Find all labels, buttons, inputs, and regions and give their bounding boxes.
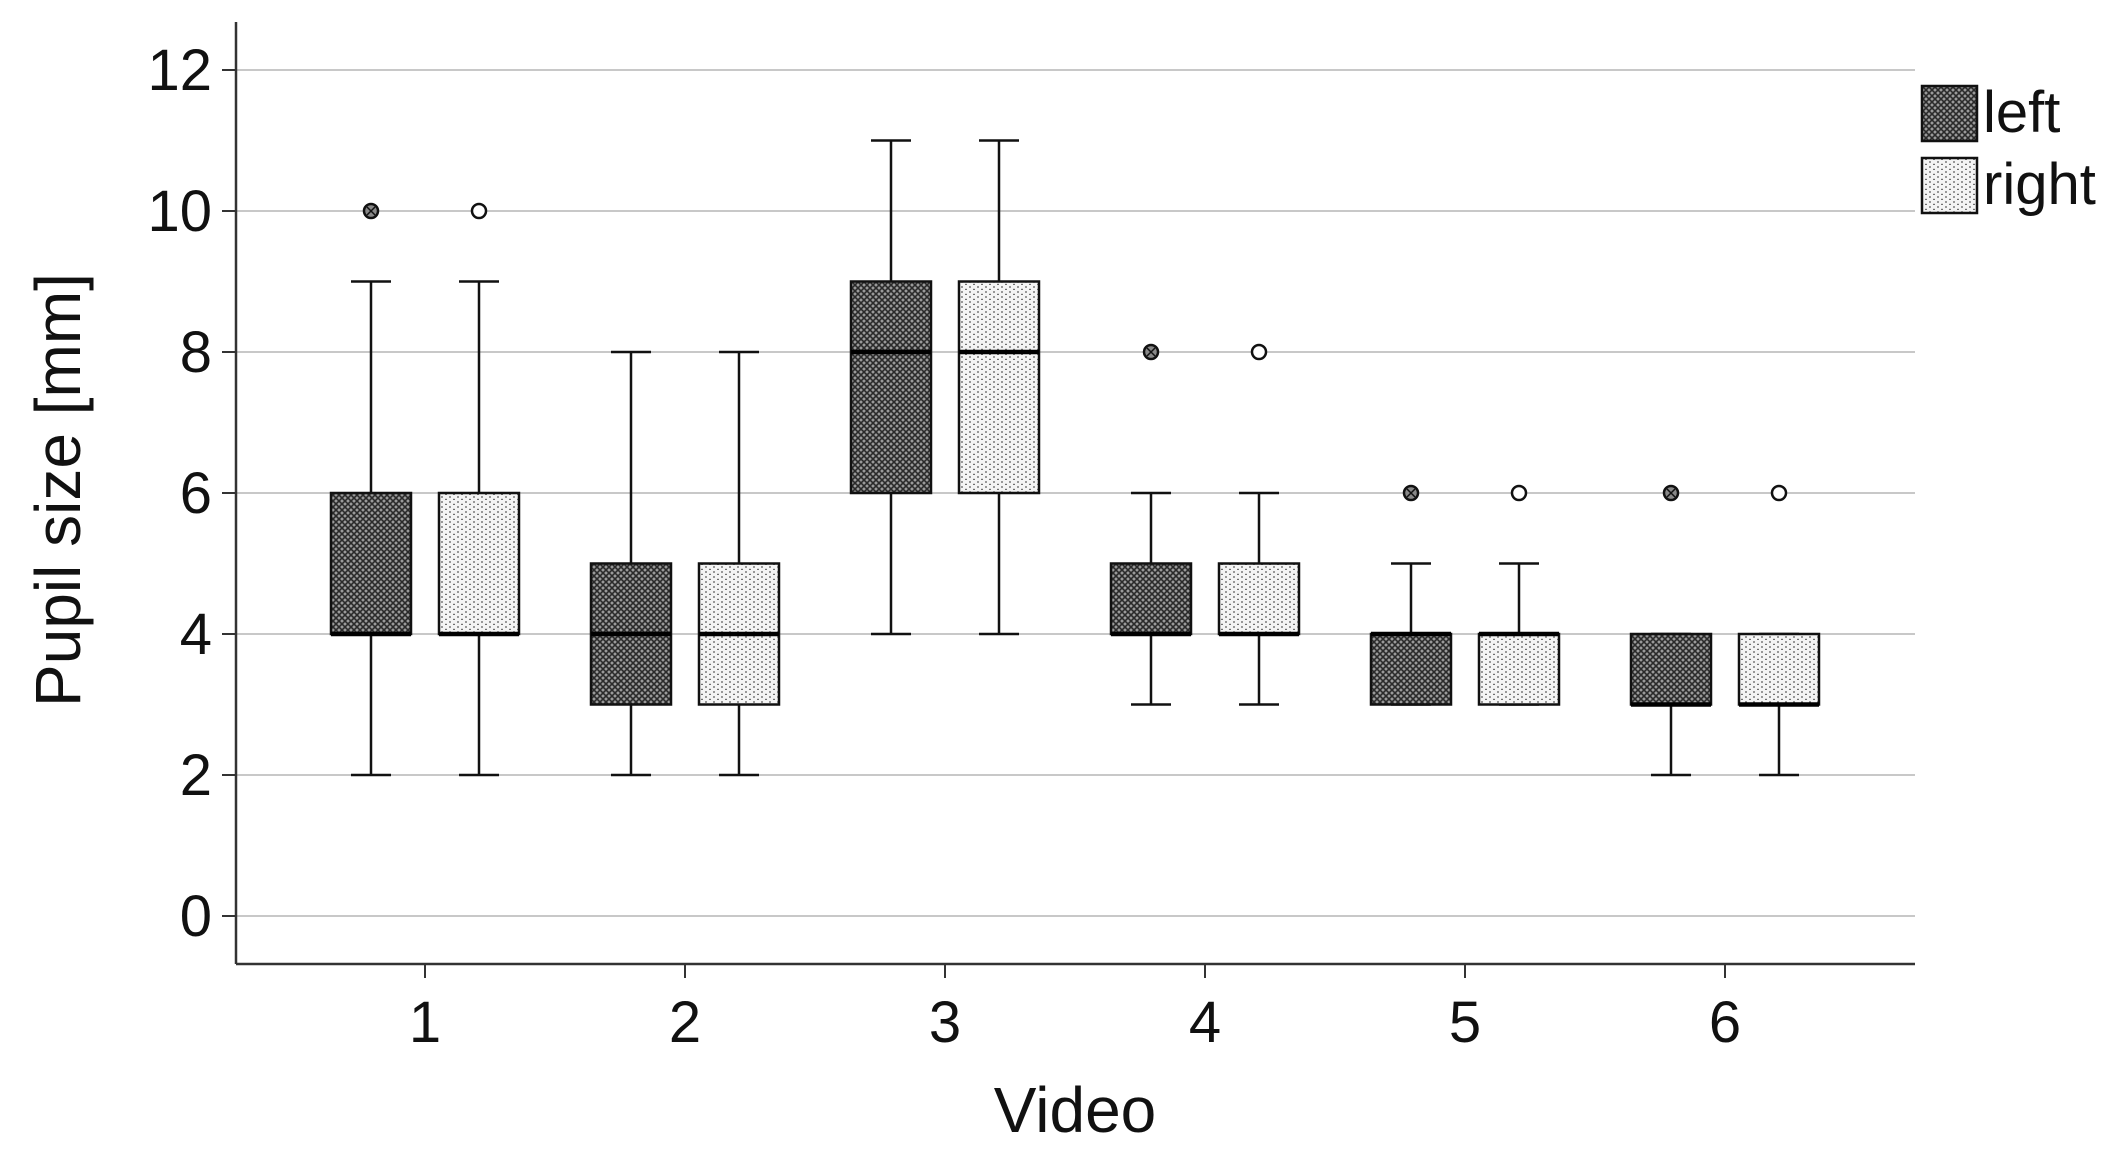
box-iqr <box>1217 562 1301 636</box>
box-iqr <box>849 280 933 495</box>
legend-swatch-right <box>1920 156 1979 215</box>
box-left-2 <box>589 350 673 777</box>
y-tick-label: 2 <box>180 743 212 808</box>
box-left-5 <box>1369 484 1453 706</box>
box-right-2 <box>697 350 781 777</box>
y-tick-label: 10 <box>147 179 212 244</box>
x-tick-label: 3 <box>929 990 961 1055</box>
x-tick-label: 6 <box>1709 990 1741 1055</box>
y-tick-label: 12 <box>147 38 212 103</box>
x-tick-label: 2 <box>669 990 701 1055</box>
box-iqr <box>1369 632 1453 706</box>
box-right-3 <box>957 139 1041 636</box>
box-iqr <box>957 280 1041 495</box>
outlier-point <box>1770 484 1788 502</box>
legend: left right <box>1920 80 2096 217</box>
legend-swatch-left <box>1920 84 1979 143</box>
outlier-point <box>1250 343 1268 361</box>
box-right-5 <box>1477 484 1561 706</box>
box-right-1 <box>437 202 521 777</box>
outlier-hatch <box>1146 347 1156 357</box>
box-iqr <box>329 491 413 636</box>
outlier-hatch <box>1406 488 1416 498</box>
box-right-4 <box>1217 343 1301 706</box>
y-tick-label: 4 <box>180 602 212 667</box>
legend-label-left: left <box>1983 80 2060 145</box>
box-iqr <box>1737 632 1821 706</box>
box-iqr <box>1109 562 1193 636</box>
x-tick-label: 1 <box>409 990 441 1055</box>
box-right-6 <box>1737 484 1821 777</box>
x-axis-label: Video <box>994 1074 1157 1146</box>
x-tick-label: 5 <box>1449 990 1481 1055</box>
outlier-point <box>1510 484 1528 502</box>
box-iqr <box>1477 632 1561 706</box>
box-left-4 <box>1109 343 1193 706</box>
box-iqr <box>437 491 521 636</box>
y-axis-label: Pupil size [mm] <box>22 273 94 707</box>
box-left-1 <box>329 202 413 777</box>
y-tick-label: 0 <box>180 884 212 949</box>
outlier-hatch <box>366 206 376 216</box>
box-left-3 <box>849 139 933 636</box>
outlier-point <box>470 202 488 220</box>
boxes <box>329 139 1821 777</box>
y-tick-label: 6 <box>180 461 212 526</box>
x-tick-label: 4 <box>1189 990 1221 1055</box>
box-iqr <box>1629 632 1713 706</box>
outlier-hatch <box>1666 488 1676 498</box>
legend-label-right: right <box>1983 152 2096 217</box>
y-tick-label: 8 <box>180 320 212 385</box>
box-left-6 <box>1629 484 1713 777</box>
